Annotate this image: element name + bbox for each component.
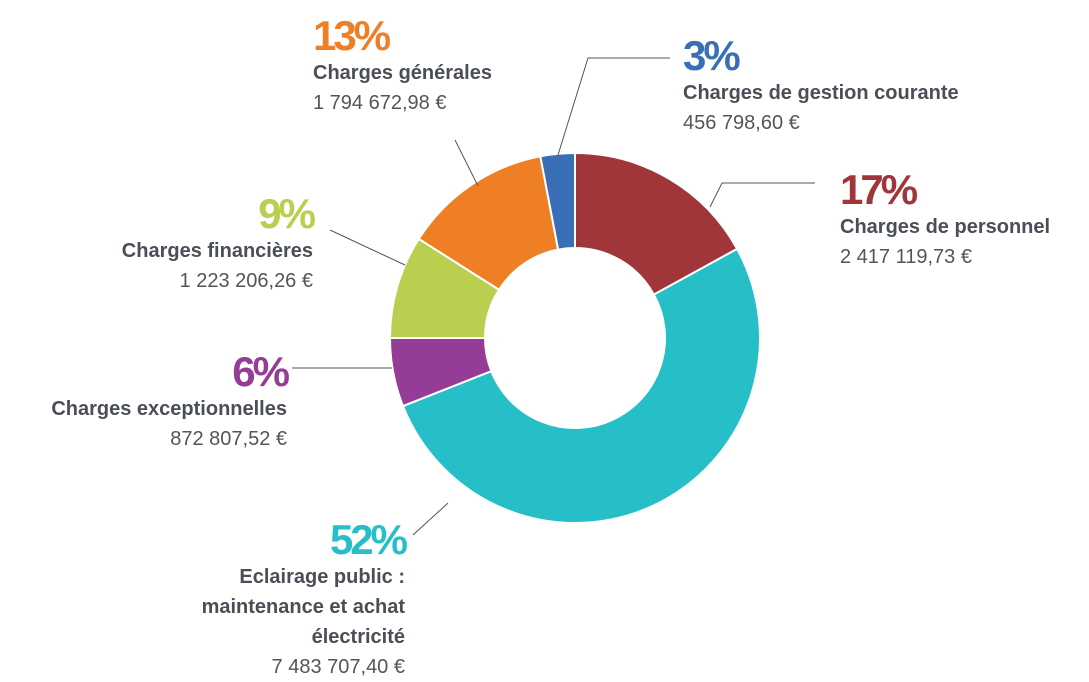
percent-label: 52%: [329, 516, 408, 563]
percent-label: 3%: [683, 32, 741, 79]
category-label: Charges financières: [121, 240, 313, 262]
amount-label: 872 807,52 €: [170, 428, 287, 450]
slice-label: 13% Charges générales 1 794 672,98 €: [313, 14, 583, 118]
slice-label: 6% Charges exceptionnelles 872 807,52 €: [17, 348, 290, 454]
slice-label: 17% Charges de personnel 2 417 119,73 €: [840, 168, 1089, 272]
leader-line: [454, 139, 479, 187]
percent-label: 17%: [840, 166, 918, 213]
amount-label: 2 417 119,73 €: [840, 246, 972, 268]
slice: [539, 151, 576, 251]
slice: [574, 151, 739, 296]
category-label: Charges générales: [313, 62, 492, 84]
leader-line: [329, 229, 406, 266]
category-label: Eclairage public : maintenance et achat …: [201, 566, 405, 648]
slice-label: 3% Charges de gestion courante 456 798,60 …: [683, 32, 959, 138]
percent-label: 6%: [232, 348, 290, 395]
percent-label: 13%: [313, 12, 391, 59]
amount-label: 1 223 206,26 €: [179, 270, 313, 292]
category-label: Charges de personnel: [840, 216, 1051, 238]
amount-label: 1 794 672,98 €: [313, 92, 447, 114]
slice: [401, 247, 761, 524]
leader-line: [709, 182, 815, 208]
amount-label: 456 798,60 €: [683, 112, 800, 134]
percent-label: 9%: [258, 190, 316, 237]
category-label: Charges de gestion courante: [683, 82, 959, 104]
slice-label: 52% Eclairage public : maintenance et ach…: [135, 516, 408, 682]
leader-line: [412, 502, 449, 536]
leader-line: [557, 57, 670, 156]
category-label: Charges exceptionnelles: [51, 398, 287, 420]
slice-label: 9% Charges financières 1 223 206,26 €: [43, 190, 316, 296]
amount-label: 7 483 707,40 €: [271, 656, 405, 678]
